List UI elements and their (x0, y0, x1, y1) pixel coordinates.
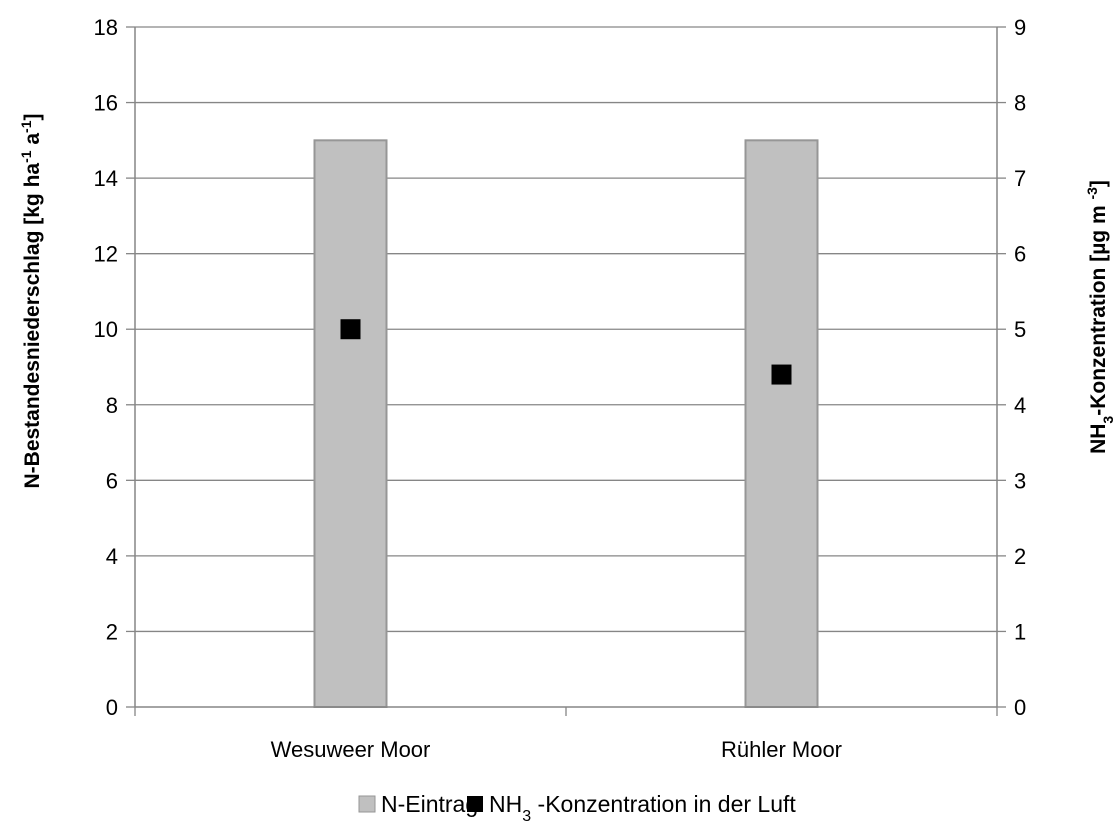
right-tick-label: 2 (1014, 544, 1026, 569)
right-tick-label: 3 (1014, 468, 1026, 493)
legend-swatch-nh3 (467, 796, 483, 812)
marker-series (340, 319, 792, 385)
left-tick-label: 14 (94, 166, 118, 191)
category-labels: Wesuweer Moor Rühler Moor (271, 737, 842, 762)
bar (744, 139, 819, 709)
left-tick-label: 4 (106, 544, 118, 569)
left-tick-label: 2 (106, 619, 118, 644)
left-tick-label: 12 (94, 242, 118, 267)
left-axis-title: N-Bestandesniederschlag [kg ha-1 a-1] (18, 113, 44, 488)
left-tick-label: 16 (94, 91, 118, 116)
right-tick-label: 6 (1014, 242, 1026, 267)
bar-series (313, 139, 819, 709)
right-tick-label: 1 (1014, 619, 1026, 644)
left-tick-label: 10 (94, 317, 118, 342)
right-tick-label: 5 (1014, 317, 1026, 342)
marker-point (771, 364, 792, 385)
right-tick-label: 8 (1014, 91, 1026, 116)
legend-label-nh3: NH3 -Konzentration in der Luft (489, 791, 796, 825)
right-tick-label: 7 (1014, 166, 1026, 191)
gridlines (135, 26, 997, 633)
right-tick-label: 9 (1014, 15, 1026, 40)
right-axis-tick-labels: 0 1 2 3 4 5 6 7 8 9 (1014, 15, 1026, 720)
right-tick-label: 0 (1014, 695, 1026, 720)
right-axis-title: NH3-Konzentration [µg m -3] (1084, 180, 1116, 454)
marker-point (340, 319, 361, 340)
axes (134, 27, 998, 708)
legend-label-n-eintrag: N-Eintrag (381, 791, 478, 817)
legend: N-Eintrag NH3 -Konzentration in der Luft (358, 791, 796, 825)
right-tick-label: 4 (1014, 393, 1026, 418)
legend-swatch-n-eintrag (358, 795, 376, 813)
category-label: Rühler Moor (721, 737, 842, 762)
category-label: Wesuweer Moor (271, 737, 431, 762)
bar (313, 139, 388, 709)
left-tick-label: 18 (94, 15, 118, 40)
left-tick-label: 0 (106, 695, 118, 720)
left-axis-tick-labels: 0 2 4 6 8 10 12 14 16 18 (94, 15, 118, 720)
left-tick-label: 6 (106, 468, 118, 493)
left-tick-label: 8 (106, 393, 118, 418)
tick-marks (126, 26, 1006, 716)
